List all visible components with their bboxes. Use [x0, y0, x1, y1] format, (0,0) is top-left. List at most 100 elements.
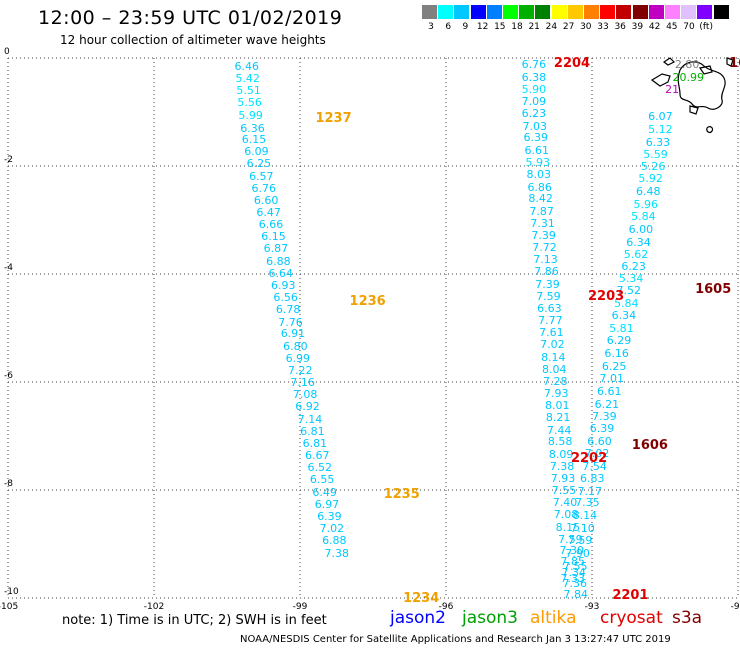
legend-tick-label: 42	[648, 22, 661, 32]
swh-value: 7.02	[319, 521, 345, 535]
swh-value: 6.49	[312, 485, 337, 499]
x-tick-label: -90	[730, 602, 740, 612]
legend-swatch	[454, 5, 470, 19]
legend-swatch	[713, 5, 729, 19]
swh-value: 6.60	[587, 435, 612, 449]
swh-value: 5.59	[643, 148, 668, 162]
swh-value: 6.78	[275, 303, 301, 317]
swh-value: 6.64	[268, 266, 294, 280]
swh-value: 20.99	[672, 70, 704, 84]
y-tick-label: -4	[4, 263, 13, 273]
swh-value: 7.17	[577, 484, 603, 498]
swh-value: 6.52	[307, 461, 332, 475]
pass-time-label: 2202	[570, 450, 608, 466]
swh-value: 7.38	[549, 459, 575, 473]
pass-time-label: 1235	[383, 487, 420, 503]
swh-value: 7.93	[543, 386, 569, 400]
swh-value: 7.93	[550, 472, 576, 486]
swh-value: 6.60	[253, 194, 279, 208]
legend-swatch	[551, 5, 567, 19]
swh-value: 7.59	[558, 532, 583, 546]
swh-value: 6.61	[597, 384, 622, 398]
x-tick-label: -93	[584, 602, 600, 612]
swh-value: 7.08	[292, 388, 318, 402]
legend-swatch	[632, 5, 648, 19]
pass-time-label: 2201	[612, 588, 649, 604]
swh-value: 6.25	[601, 359, 627, 373]
swh-value: 6.39	[317, 509, 342, 523]
swh-value: 7.39	[535, 277, 560, 291]
swh-value: 5.81	[609, 322, 634, 335]
legend-swatch	[681, 5, 697, 19]
satellite-altika: altika	[530, 608, 577, 628]
swh-value: 6.66	[258, 218, 284, 232]
swh-value: 7.77	[538, 313, 563, 327]
swh-value: 6.23	[621, 260, 646, 274]
swh-value: 6.47	[256, 205, 281, 219]
legend-tick-label: (ft)	[699, 22, 713, 32]
swh-value: 5.12	[648, 123, 673, 137]
legend-swatch	[470, 5, 486, 19]
legend-swatch	[438, 5, 454, 19]
swh-value: 7.52	[616, 284, 642, 298]
swh-value: 7.33	[560, 572, 586, 586]
legend-tick-label: 36	[614, 22, 626, 32]
swh-value: 5.92	[638, 172, 663, 186]
swh-value: 5.34	[618, 272, 644, 286]
swh-value: 6.07	[648, 109, 673, 123]
legend-swatch	[486, 5, 502, 19]
legend-swatch	[616, 5, 632, 19]
swh-value: 8.09	[548, 447, 574, 461]
swh-value: 5.96	[633, 197, 659, 211]
coastline	[650, 57, 734, 134]
legend-tick-label: 12	[476, 22, 489, 32]
x-tick-label: -99	[292, 602, 308, 612]
swh-value: 7.35	[575, 496, 600, 510]
swh-value: 7.09	[521, 95, 547, 109]
legend-tick-label: 21	[528, 22, 540, 32]
swh-value: 6.80	[283, 339, 308, 353]
swh-value: 5.26	[640, 160, 666, 173]
swh-value: 6.99	[285, 351, 311, 365]
swh-value: 6.39	[523, 131, 549, 145]
swh-value: 5.84	[631, 210, 656, 224]
swh-value: 7.76	[278, 315, 303, 329]
page-subtitle: 12 hour collection of altimeter wave hei…	[60, 33, 326, 47]
legend-tick-label: 6	[445, 22, 452, 32]
legend-tick-label: 70	[683, 22, 695, 32]
y-tick-label: -2	[4, 155, 13, 165]
pass-time-label: 1234	[403, 591, 440, 606]
legend-tick-label: 18	[511, 22, 523, 32]
pass-time-label: 2203	[588, 288, 625, 304]
swh-value: 7.44	[546, 423, 572, 437]
swh-value: 7.28	[543, 374, 568, 388]
swh-value: 7.86	[534, 265, 559, 279]
swh-value: 5.51	[236, 84, 261, 98]
swh-value: 8.14	[541, 350, 566, 364]
swh-value: 8.21	[545, 411, 571, 425]
swh-value: 7.31	[530, 216, 555, 230]
swh-value: 5.84	[614, 296, 639, 310]
swh-value: 7.40	[552, 496, 578, 510]
swh-value: 6.92	[295, 400, 320, 414]
swh-value: 6.76	[521, 58, 547, 72]
swh-value: 21	[665, 83, 680, 97]
legend-tick-label: 33	[597, 22, 609, 32]
swh-value: 7.61	[539, 326, 564, 340]
pass-time-label: 16	[729, 56, 740, 72]
swh-value: 6.34	[626, 235, 651, 249]
swh-value: 7.13	[533, 253, 558, 267]
legend-tick-label: 15	[494, 22, 506, 32]
swh-value: 7.59	[567, 534, 593, 548]
page-title: 12:00 – 23:59 UTC 01/02/2019	[38, 7, 343, 29]
y-tick-label: 0	[4, 47, 10, 57]
swh-value: 6.57	[249, 169, 274, 183]
swh-value: 6.48	[635, 184, 661, 198]
swh-value: 8.15	[555, 520, 581, 534]
legend-tick-label: 24	[545, 22, 558, 32]
y-tick-label: -6	[4, 371, 13, 381]
swh-value: 6.76	[251, 181, 277, 195]
swh-value: 5.93	[525, 156, 550, 170]
swh-value: 5.56	[237, 96, 262, 110]
